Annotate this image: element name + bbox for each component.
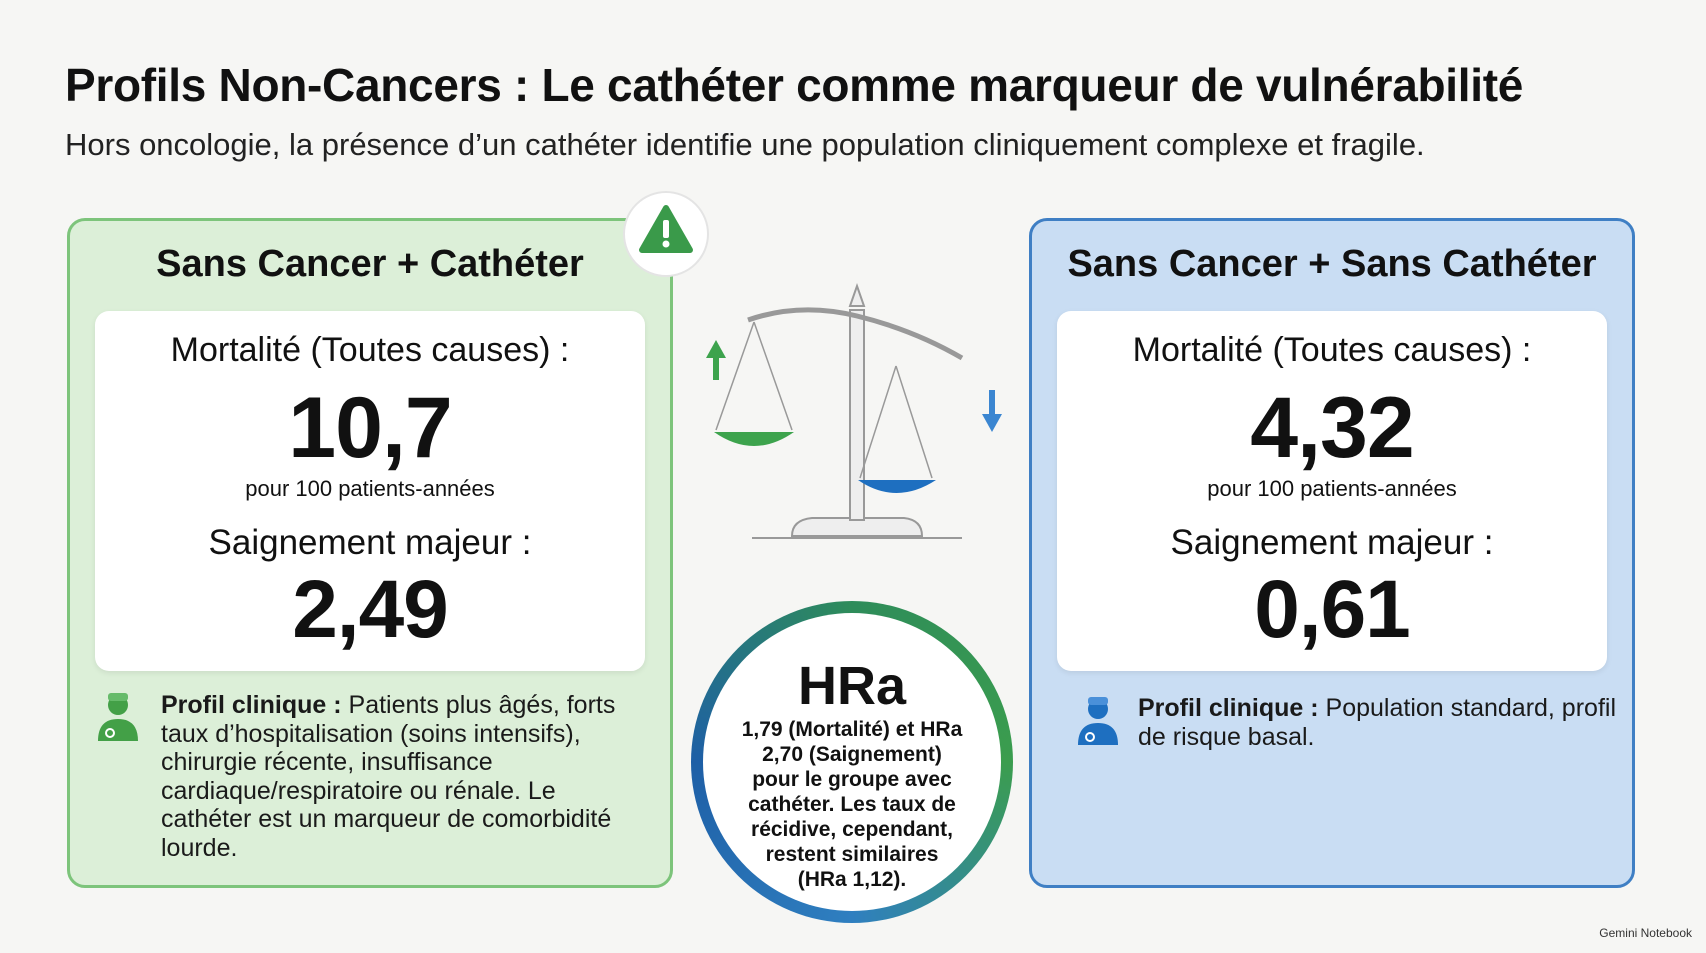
hr-text: 1,79 (Mortalité) et HRa 2,70 (Saignement… [741, 718, 963, 891]
mortality-unit: pour 100 patients-années [1207, 476, 1457, 501]
bleeding-value: 0,61 [1254, 564, 1411, 655]
profile-text: Population standard, profil de risque ba… [1138, 694, 1616, 751]
brand: Gemini Notebook [1599, 926, 1692, 940]
panel-title: Sans Cancer + Cathéter [156, 243, 584, 285]
profile-label: Profil clinique : [1138, 694, 1319, 722]
mortality-unit: pour 100 patients-années [245, 476, 495, 501]
mortality-value: 10,7 [288, 380, 452, 476]
mortality-value: 4,32 [1250, 380, 1414, 476]
profile-text: Patients plus âgés, forts taux d’hospita… [161, 691, 616, 862]
scale-illustration [706, 282, 1002, 539]
hr-title: HRa [797, 656, 907, 716]
stats-card: Mortalité (Toutes causes) : 10,7 pour 10… [95, 311, 645, 671]
stats-card: Mortalité (Toutes causes) : 4,32 pour 10… [1057, 311, 1607, 671]
profile-label: Profil clinique : [161, 691, 342, 719]
mortality-label: Mortalité (Toutes causes) : [1132, 331, 1532, 369]
bleeding-label: Saignement majeur : [208, 523, 532, 562]
panel-title: Sans Cancer + Sans Cathéter [1067, 243, 1597, 285]
doctor-icon [1078, 697, 1118, 745]
mortality-label: Mortalité (Toutes causes) : [170, 331, 570, 369]
bleeding-value: 2,49 [292, 564, 449, 655]
hr-circle: HRa 1,79 (Mortalité) et HRa 2,70 (Saigne… [691, 601, 1013, 923]
left-panel: Sans Cancer + Cathéter Mortalité (Toutes… [67, 218, 673, 888]
warning-icon [623, 191, 709, 277]
bleeding-label: Saignement majeur : [1170, 523, 1494, 562]
hr-circle-inner: HRa 1,79 (Mortalité) et HRa 2,70 (Saigne… [703, 613, 1001, 911]
doctor-icon [98, 693, 138, 741]
title: Profils Non-Cancers : Le cathéter comme … [65, 59, 1524, 111]
subtitle: Hors oncologie, la présence d’un cathéte… [65, 127, 1425, 162]
right-panel: Sans Cancer + Sans Cathéter Mortalité (T… [1029, 218, 1635, 888]
profile: Profil clinique : Patients plus âgés, fo… [161, 691, 641, 862]
profile: Profil clinique : Population standard, p… [1138, 694, 1618, 751]
